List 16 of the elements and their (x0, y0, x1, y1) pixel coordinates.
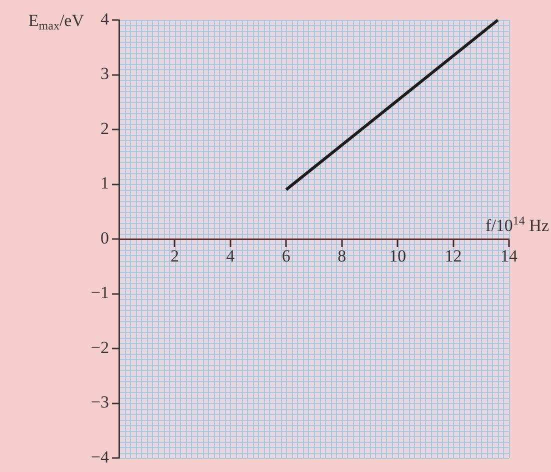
y-tick-label: 3 (100, 64, 109, 84)
y-tick-label: 0 (100, 228, 109, 248)
y-tick-label: −3 (90, 392, 109, 412)
y-tick-label: −2 (90, 338, 109, 357)
y-tick-label: 4 (100, 9, 110, 28)
x-tick-label: 4 (226, 246, 236, 266)
x-tick-label: 6 (282, 246, 290, 266)
x-tick-label: 14 (500, 246, 518, 266)
y-tick-label: 1 (100, 174, 109, 193)
x-tick-label: 12 (444, 246, 462, 266)
y-tick-label: −1 (90, 283, 109, 302)
y-tick-label: −4 (90, 447, 110, 466)
x-tick-label: 10 (389, 246, 406, 266)
x-tick-label: 8 (338, 246, 346, 266)
y-tick-label: 2 (100, 118, 109, 138)
x-tick-label: 2 (170, 246, 179, 266)
